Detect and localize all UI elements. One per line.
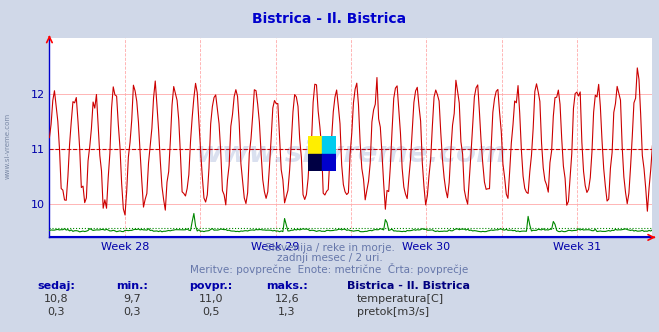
Text: 12,6: 12,6	[274, 294, 299, 304]
Polygon shape	[322, 136, 336, 153]
Text: www.si-vreme.com: www.si-vreme.com	[195, 140, 507, 168]
Text: 11,0: 11,0	[198, 294, 223, 304]
Polygon shape	[308, 153, 322, 171]
Text: min.:: min.:	[116, 281, 148, 290]
Text: Bistrica - Il. Bistrica: Bistrica - Il. Bistrica	[252, 12, 407, 26]
Text: pretok[m3/s]: pretok[m3/s]	[357, 307, 429, 317]
Text: 0,5: 0,5	[202, 307, 219, 317]
Text: maks.:: maks.:	[266, 281, 308, 290]
Text: www.si-vreme.com: www.si-vreme.com	[5, 113, 11, 179]
Text: temperatura[C]: temperatura[C]	[357, 294, 444, 304]
Text: 0,3: 0,3	[123, 307, 140, 317]
Text: 0,3: 0,3	[47, 307, 65, 317]
Polygon shape	[308, 136, 322, 153]
Text: 10,8: 10,8	[43, 294, 69, 304]
Text: 9,7: 9,7	[123, 294, 140, 304]
Text: Bistrica - Il. Bistrica: Bistrica - Il. Bistrica	[347, 281, 470, 290]
Text: povpr.:: povpr.:	[189, 281, 233, 290]
Text: 1,3: 1,3	[278, 307, 295, 317]
Text: zadnji mesec / 2 uri.: zadnji mesec / 2 uri.	[277, 253, 382, 263]
Text: Meritve: povprečne  Enote: metrične  Črta: povprečje: Meritve: povprečne Enote: metrične Črta:…	[190, 263, 469, 275]
Polygon shape	[322, 153, 336, 171]
Text: Slovenija / reke in morje.: Slovenija / reke in morje.	[264, 243, 395, 253]
Text: sedaj:: sedaj:	[37, 281, 75, 290]
